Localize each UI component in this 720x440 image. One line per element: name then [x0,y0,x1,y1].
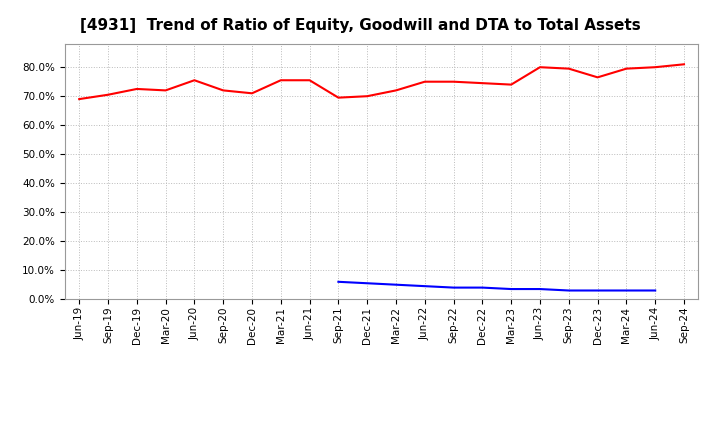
Equity [190,77,199,83]
Equity [219,88,228,93]
Goodwill [507,286,516,292]
Goodwill [622,288,631,293]
Equity [363,94,372,99]
Goodwill [449,285,458,290]
Goodwill [420,283,429,289]
Goodwill [392,282,400,287]
Equity [305,77,314,83]
Equity [392,88,400,93]
Equity [651,65,660,70]
Equity [564,66,573,71]
Goodwill [334,279,343,284]
Goodwill [593,288,602,293]
Goodwill [478,285,487,290]
Equity [276,77,285,83]
Equity [680,62,688,67]
Text: [4931]  Trend of Ratio of Equity, Goodwill and DTA to Total Assets: [4931] Trend of Ratio of Equity, Goodwil… [80,18,640,33]
Equity [536,65,544,70]
Equity [334,95,343,100]
Goodwill [564,288,573,293]
Equity [248,91,256,96]
Goodwill [651,288,660,293]
Equity [75,96,84,102]
Equity [132,86,141,92]
Line: Goodwill: Goodwill [338,282,655,290]
Equity [622,66,631,71]
Equity [449,79,458,84]
Equity [593,75,602,80]
Line: Equity: Equity [79,64,684,99]
Equity [104,92,112,97]
Equity [507,82,516,87]
Equity [420,79,429,84]
Equity [161,88,170,93]
Legend: Equity, Goodwill, Deferred Tax Assets: Equity, Goodwill, Deferred Tax Assets [193,438,570,440]
Goodwill [363,281,372,286]
Equity [478,81,487,86]
Goodwill [536,286,544,292]
